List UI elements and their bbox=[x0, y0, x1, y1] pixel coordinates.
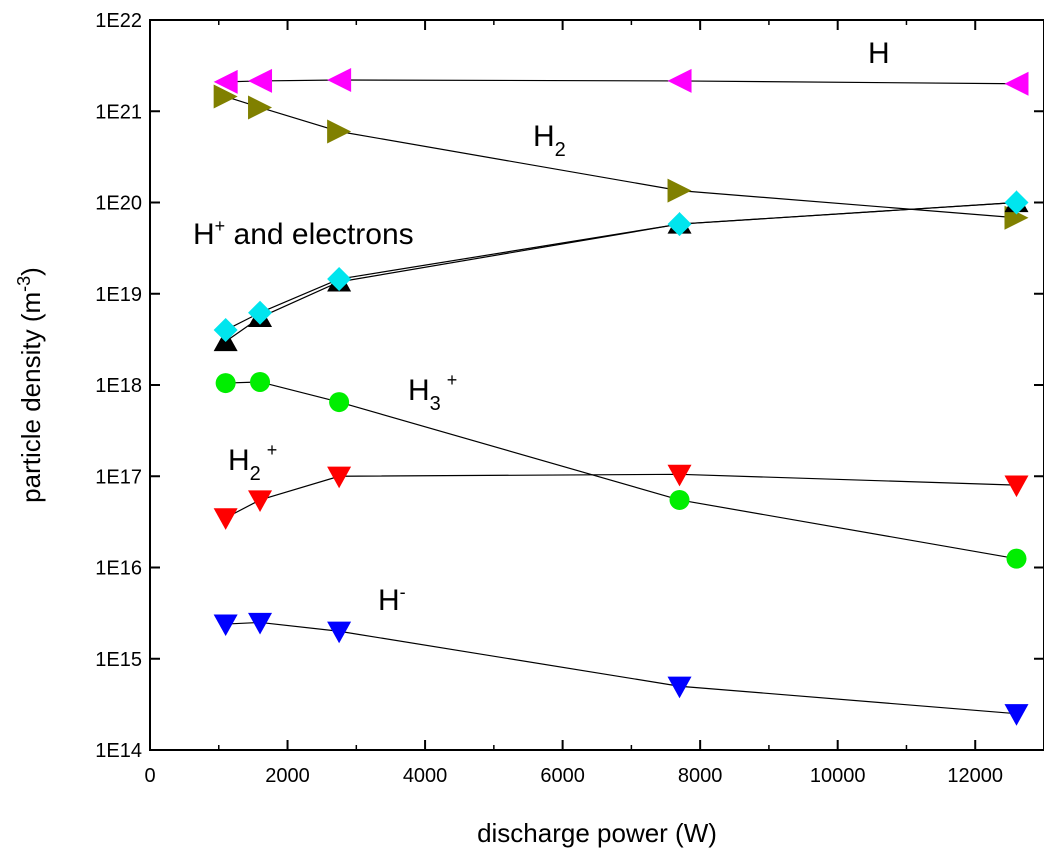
axis-ticks: 0 2000 4000 6000 8000 10000 12000 1E14 1E15 1E16 1… bbox=[95, 10, 1044, 787]
series-line bbox=[225, 621, 1017, 715]
data-point bbox=[667, 212, 692, 237]
data-point bbox=[248, 95, 273, 120]
y-tick-label: 1E20 bbox=[95, 193, 142, 215]
y-tick-label: 1E17 bbox=[95, 466, 142, 488]
annotation-h3plus: H3+ bbox=[408, 370, 457, 415]
x-tick-label: 6000 bbox=[540, 765, 585, 787]
y-tick-label: 1E19 bbox=[95, 284, 142, 306]
data-point bbox=[667, 676, 692, 699]
data-point bbox=[215, 373, 236, 394]
data-point bbox=[1004, 190, 1029, 215]
y-axis-title: particle density (m-3) bbox=[14, 267, 46, 503]
y-tick-label: 1E15 bbox=[95, 649, 142, 671]
data-point bbox=[327, 466, 352, 489]
data-point bbox=[213, 318, 238, 343]
data-point bbox=[667, 68, 692, 93]
y-tick-label: 1E18 bbox=[95, 375, 142, 397]
x-tick-label: 12000 bbox=[947, 765, 1003, 787]
y-tick-label: 1E16 bbox=[95, 558, 142, 580]
data-point bbox=[669, 489, 690, 510]
data-point bbox=[1004, 704, 1029, 726]
y-tick-label: 1E22 bbox=[95, 10, 142, 32]
data-point bbox=[327, 119, 352, 144]
data-point bbox=[667, 464, 692, 487]
data-point bbox=[213, 614, 238, 637]
annotation-hplus-electrons: H+ and electrons bbox=[193, 216, 414, 251]
annotation-h2plus: H2+ bbox=[228, 440, 277, 485]
x-tick-label: 8000 bbox=[678, 765, 723, 787]
data-point bbox=[327, 267, 352, 292]
data-point bbox=[248, 68, 273, 93]
series-line bbox=[225, 95, 1017, 219]
data-point bbox=[250, 371, 271, 392]
data-point bbox=[248, 612, 273, 635]
data-point bbox=[213, 69, 238, 94]
x-tick-label: 10000 bbox=[810, 765, 866, 787]
y-tick-label: 1E21 bbox=[95, 101, 142, 123]
data-point bbox=[213, 84, 238, 109]
y-tick-label: 1E14 bbox=[95, 740, 142, 762]
data-point bbox=[329, 392, 350, 413]
x-tick-label: 4000 bbox=[403, 765, 448, 787]
annotation-h2: H2 bbox=[533, 120, 566, 161]
data-point bbox=[248, 300, 273, 325]
data-point bbox=[1006, 548, 1027, 569]
data-point bbox=[248, 490, 273, 512]
data-point bbox=[667, 178, 692, 203]
x-axis-title: discharge power (W) bbox=[477, 818, 717, 848]
series-line bbox=[225, 473, 1017, 519]
plot-frame bbox=[149, 19, 1044, 751]
x-tick-label: 0 bbox=[144, 765, 155, 787]
annotation-h: H bbox=[868, 37, 890, 70]
data-point bbox=[1004, 475, 1029, 498]
data-point bbox=[213, 508, 238, 530]
data-point bbox=[327, 68, 352, 93]
x-tick-label: 2000 bbox=[265, 765, 310, 787]
data-point bbox=[1004, 71, 1029, 96]
annotation-hminus: H- bbox=[378, 582, 406, 617]
series-markers bbox=[213, 68, 1029, 726]
data-point bbox=[327, 621, 352, 644]
